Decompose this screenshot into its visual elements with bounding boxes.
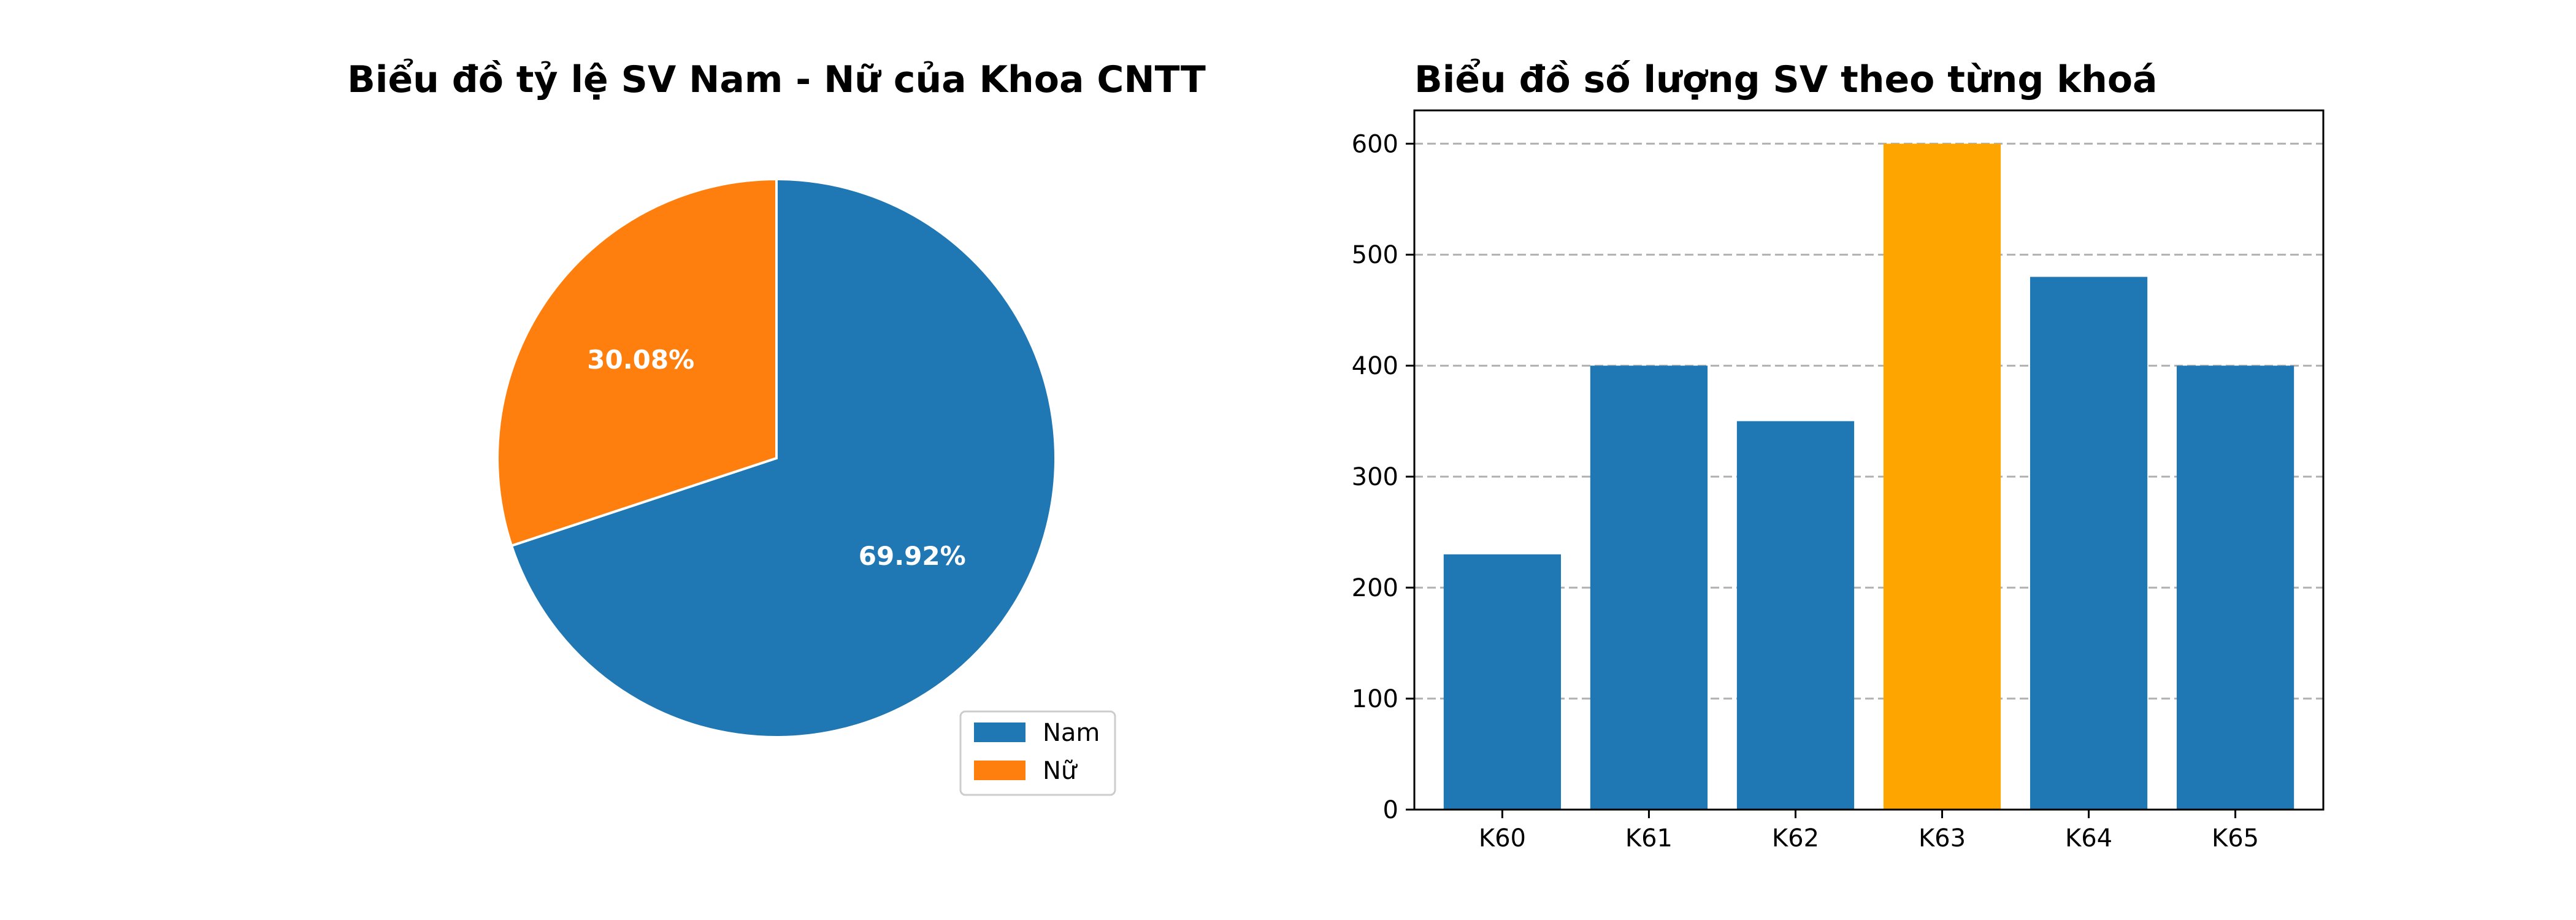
x-tick-label: K63	[1919, 824, 1966, 853]
bar-k61	[1590, 366, 1708, 810]
pie-value-label: 69.92%	[859, 541, 966, 571]
y-axis-ticks: 0 100 200 300 400 500 600	[1352, 130, 1414, 824]
bar-k60	[1443, 554, 1562, 810]
bar-k63	[1883, 144, 2001, 810]
legend-swatch-nam	[974, 723, 1025, 742]
pie-chart-title: Biểu đồ tỷ lệ SV Nam - Nữ của Khoa CNTT	[347, 58, 1206, 101]
bar-series	[1443, 144, 2294, 810]
y-tick-label: 0	[1383, 796, 1398, 824]
legend-label-nu: Nữ	[1043, 757, 1078, 785]
x-tick-label: K65	[2212, 824, 2259, 853]
legend-swatch-nu	[974, 761, 1025, 780]
pie-slices	[496, 177, 1057, 738]
y-tick-label: 300	[1352, 463, 1398, 491]
pie-legend: Nam Nữ	[959, 710, 1116, 796]
x-tick-label: K60	[1479, 824, 1526, 853]
pie-slice-nu	[496, 177, 778, 548]
pie-value-label: 30.08%	[587, 345, 694, 375]
x-tick-label: K64	[2065, 824, 2112, 853]
bar-k62	[1736, 421, 1855, 810]
x-axis-ticks: K60 K61 K62 K63 K64 K65	[1479, 810, 2259, 853]
y-tick-label: 400	[1352, 352, 1398, 380]
x-tick-label: K62	[1772, 824, 1819, 853]
plot-frame	[1413, 109, 2325, 811]
y-tick-label: 600	[1352, 130, 1398, 158]
bar-k64	[2030, 277, 2148, 810]
bar-chart: Biểu đồ số lượng SV theo từng khoá 0 100 2…	[1352, 58, 2325, 853]
y-tick-label: 200	[1352, 574, 1398, 602]
x-tick-label: K61	[1625, 824, 1673, 853]
bar-chart-title: Biểu đồ số lượng SV theo từng khoá	[1414, 58, 2158, 101]
pie-slice-nam	[510, 177, 1057, 738]
pie-chart: Biểu đồ tỷ lệ SV Nam - Nữ của Khoa CNTT …	[347, 58, 1206, 796]
y-tick-label: 100	[1352, 685, 1398, 713]
legend-label-nam: Nam	[1043, 719, 1100, 747]
bar-gridlines	[1414, 142, 2323, 700]
bar-k65	[2176, 366, 2294, 810]
y-tick-label: 500	[1352, 241, 1398, 269]
pie-value-labels: 69.92% 30.08%	[587, 345, 965, 571]
